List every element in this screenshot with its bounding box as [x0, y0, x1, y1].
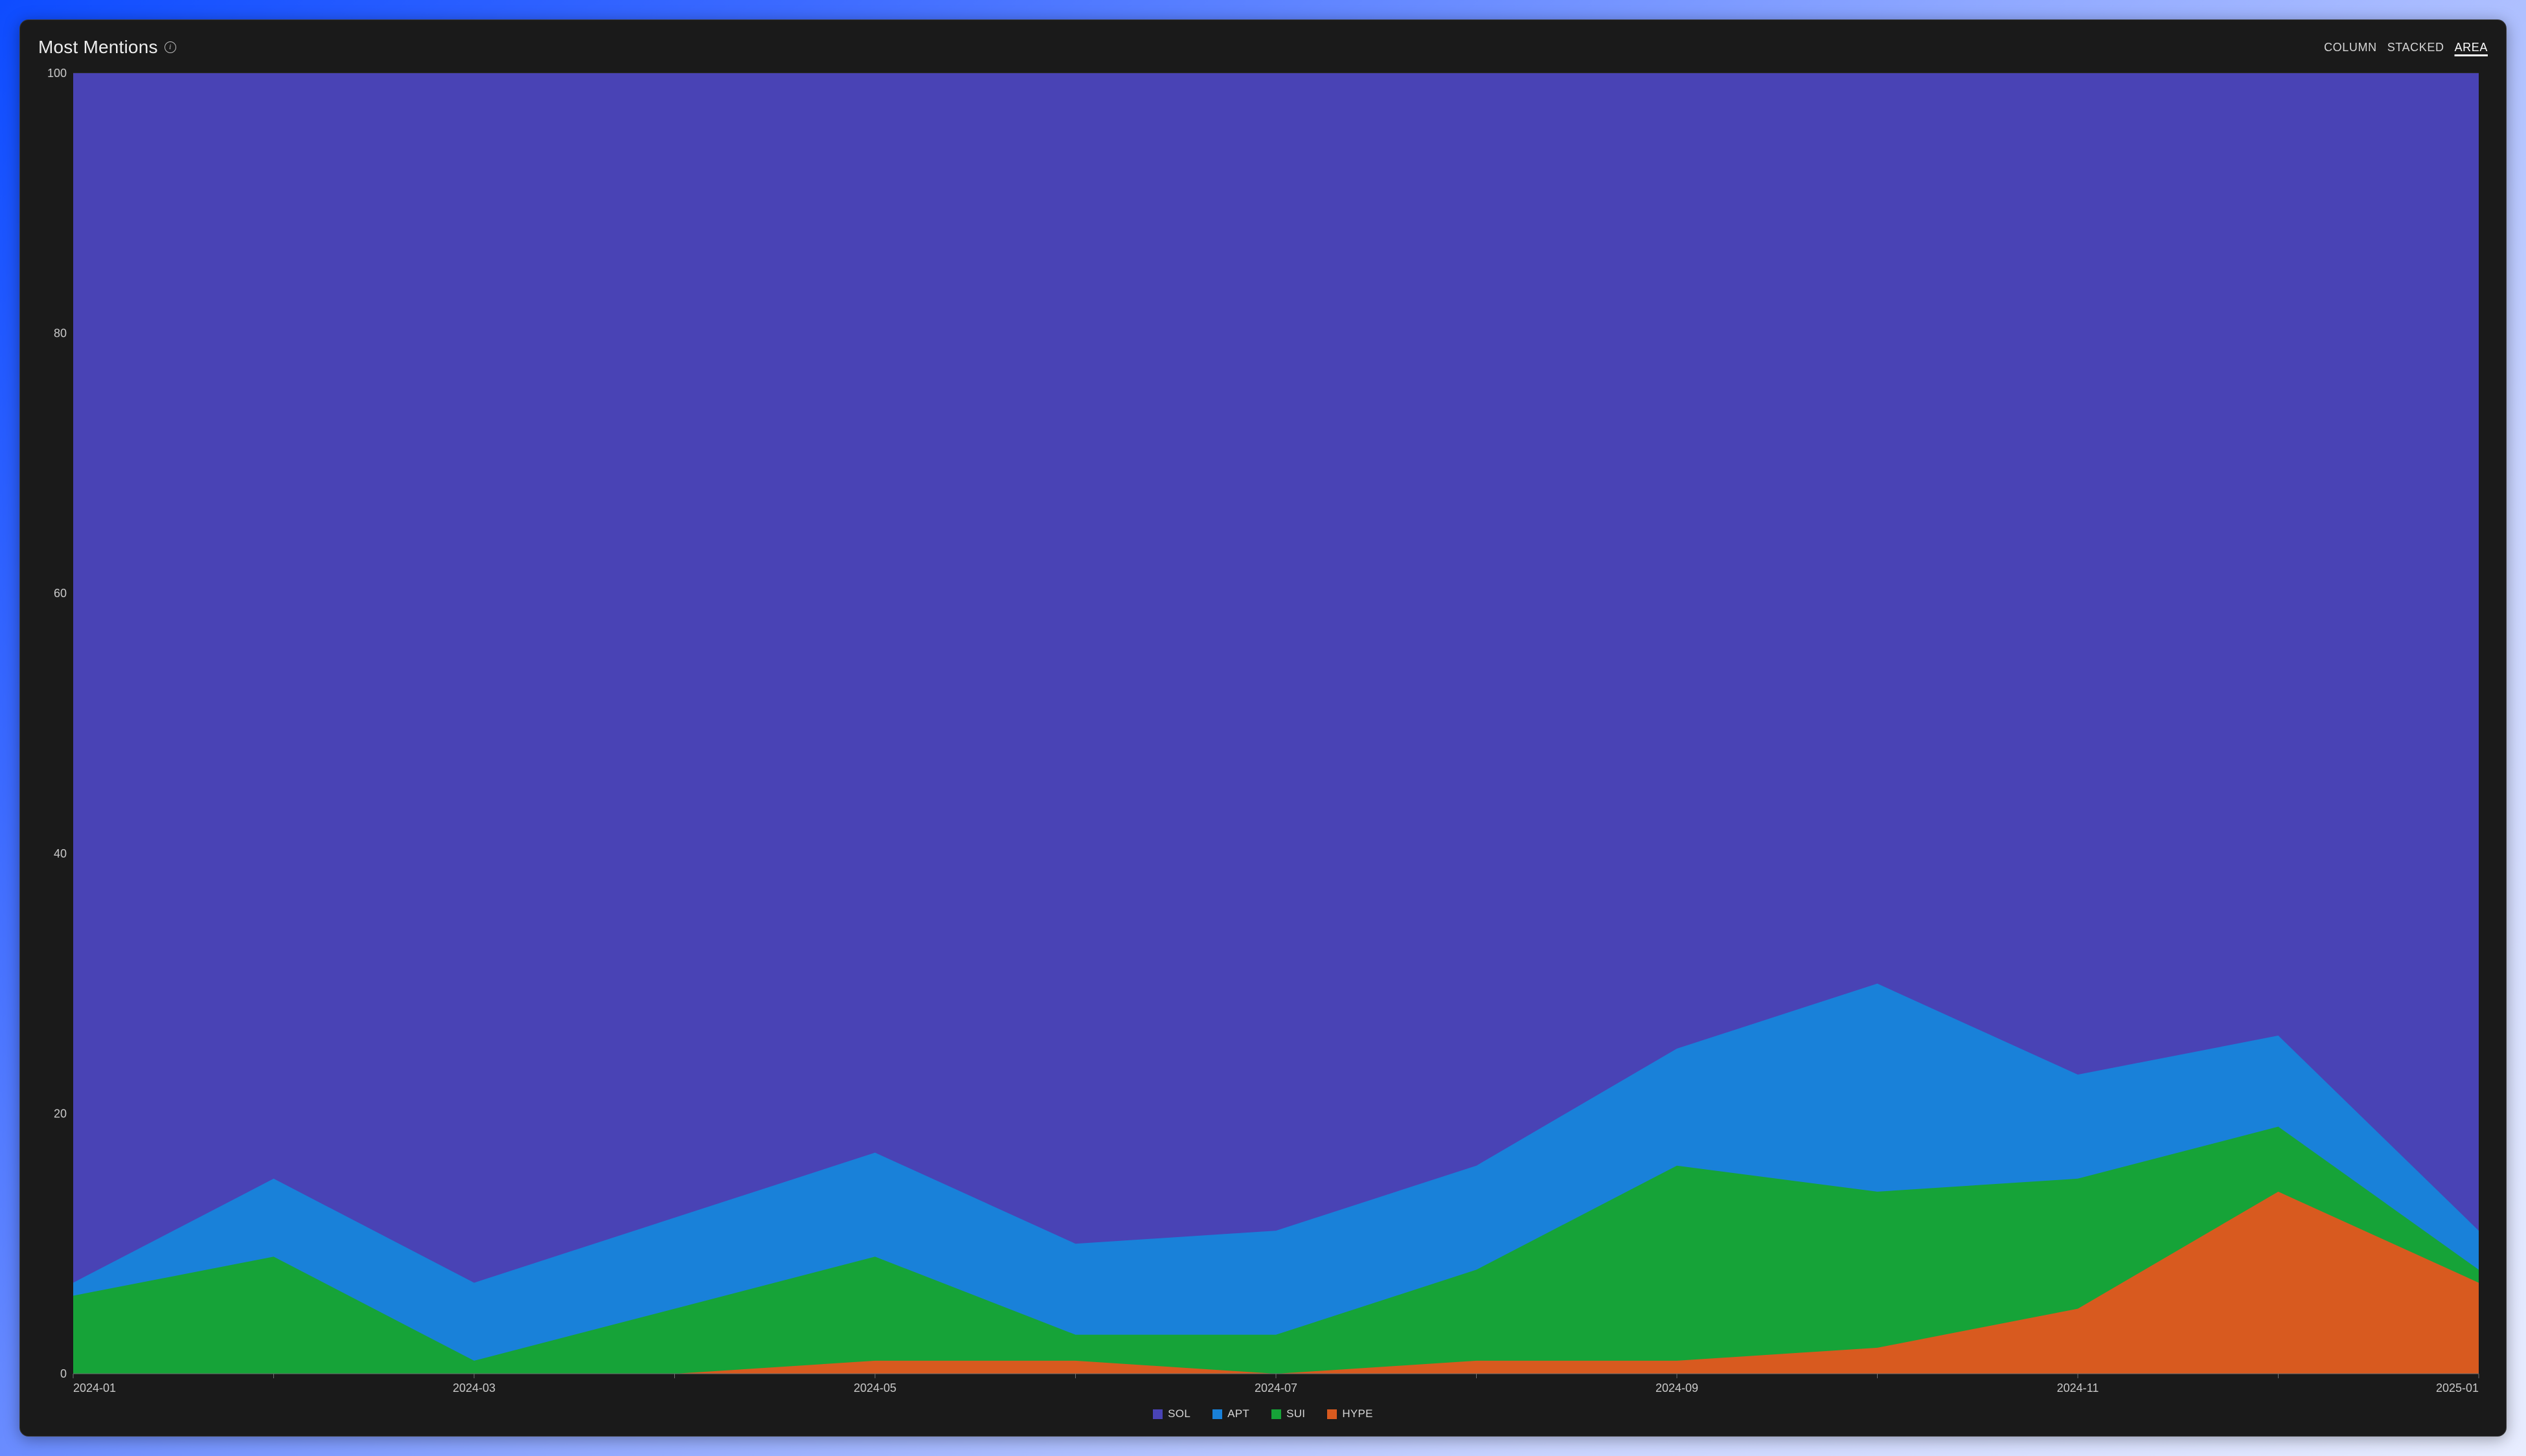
- chart-legend: SOL APT SUI HYPE: [38, 1401, 2488, 1429]
- svg-text:2025-01: 2025-01: [2436, 1382, 2479, 1394]
- legend-swatch: [1212, 1409, 1222, 1419]
- svg-text:2024-05: 2024-05: [854, 1382, 896, 1394]
- area-chart-svg: 0 20 40 60 80 100 2024-01 2024-03 2024-05 2024-07…: [38, 67, 2488, 1401]
- legend-swatch: [1271, 1409, 1281, 1419]
- chart-card: Most Mentions i COLUMN STACKED AREA 0 20 4…: [19, 19, 2507, 1437]
- card-header: Most Mentions i COLUMN STACKED AREA: [38, 37, 2488, 58]
- legend-label: HYPE: [1342, 1407, 1373, 1420]
- svg-text:2024-11: 2024-11: [2057, 1382, 2099, 1394]
- svg-text:2024-01: 2024-01: [73, 1382, 116, 1394]
- tab-area[interactable]: AREA: [2455, 41, 2488, 54]
- legend-label: APT: [1227, 1407, 1249, 1420]
- legend-item-hype[interactable]: HYPE: [1327, 1407, 1373, 1420]
- tab-column[interactable]: COLUMN: [2324, 41, 2377, 54]
- info-icon[interactable]: i: [165, 41, 176, 53]
- title-wrap: Most Mentions i: [38, 37, 176, 58]
- svg-text:2024-09: 2024-09: [1656, 1382, 1698, 1394]
- svg-text:20: 20: [54, 1107, 67, 1120]
- chart-type-tabs: COLUMN STACKED AREA: [2324, 41, 2488, 54]
- svg-text:2024-07: 2024-07: [1255, 1382, 1297, 1394]
- svg-text:40: 40: [54, 847, 67, 860]
- svg-text:2024-03: 2024-03: [453, 1382, 495, 1394]
- svg-text:0: 0: [60, 1367, 67, 1380]
- svg-text:60: 60: [54, 587, 67, 600]
- tab-stacked[interactable]: STACKED: [2387, 41, 2444, 54]
- svg-text:100: 100: [47, 67, 67, 80]
- chart-area: 0 20 40 60 80 100 2024-01 2024-03 2024-05 2024-07…: [38, 67, 2488, 1401]
- legend-swatch: [1327, 1409, 1337, 1419]
- legend-item-sui[interactable]: SUI: [1271, 1407, 1305, 1420]
- legend-label: SUI: [1286, 1407, 1305, 1420]
- legend-swatch: [1153, 1409, 1163, 1419]
- legend-item-sol[interactable]: SOL: [1153, 1407, 1190, 1420]
- svg-text:80: 80: [54, 327, 67, 340]
- legend-item-apt[interactable]: APT: [1212, 1407, 1249, 1420]
- legend-label: SOL: [1168, 1407, 1190, 1420]
- card-title: Most Mentions: [38, 37, 158, 58]
